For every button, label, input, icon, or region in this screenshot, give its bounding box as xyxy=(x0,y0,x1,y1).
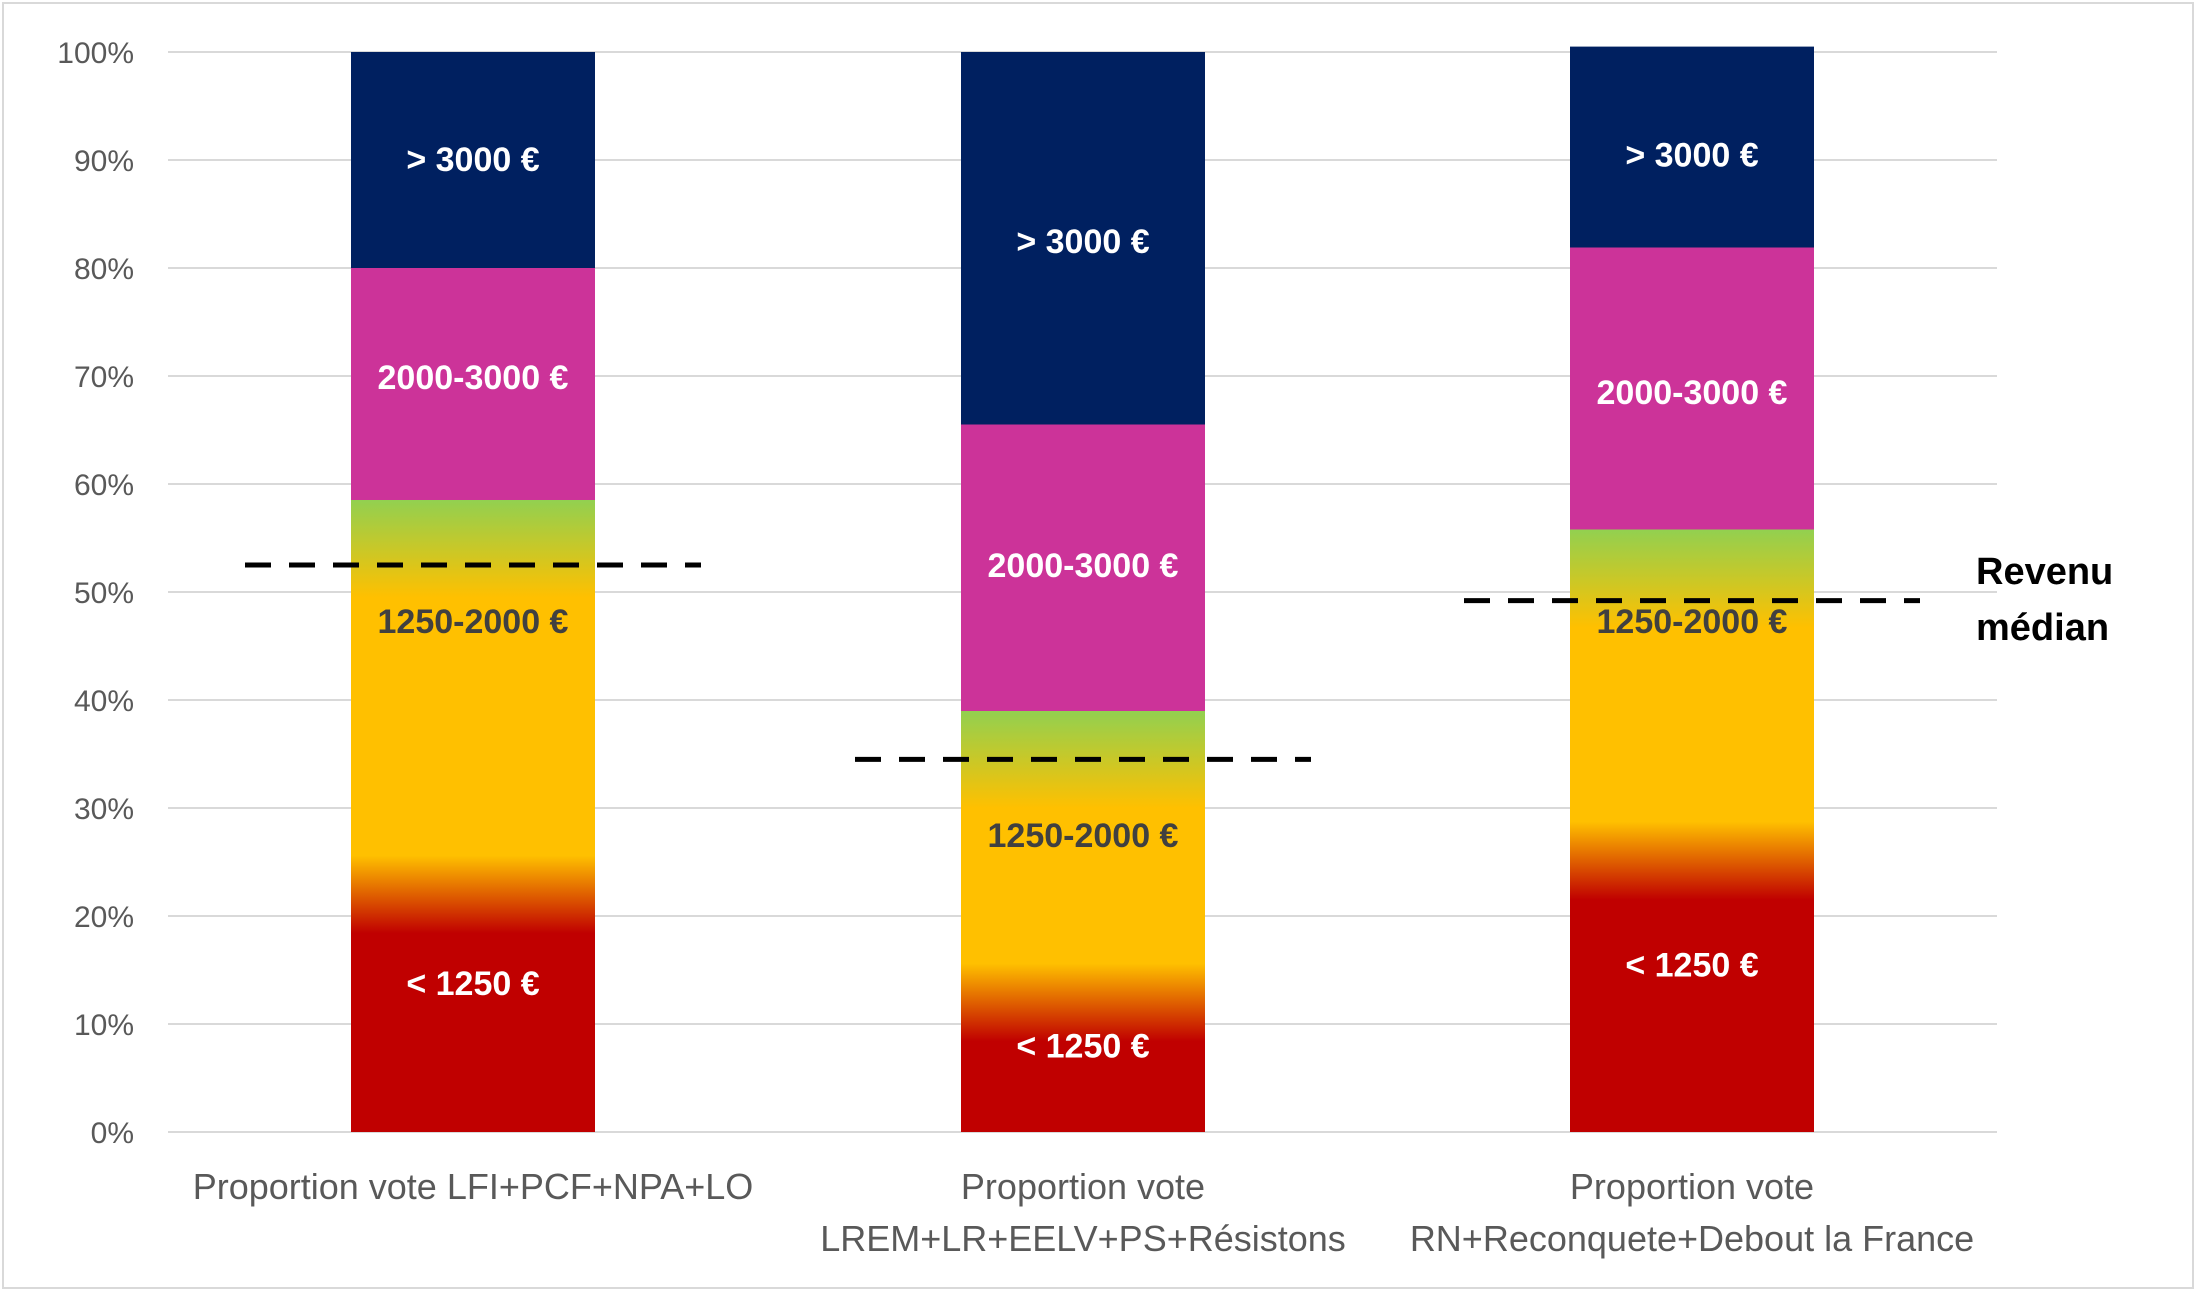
category-label: Proportion vote xyxy=(961,1166,1205,1207)
segment-label: 1250-2000 € xyxy=(988,817,1179,855)
segment-label: 2000-3000 € xyxy=(378,359,569,397)
y-tick-label: 100% xyxy=(57,37,134,70)
segment-label: 1250-2000 € xyxy=(378,603,569,641)
stacked-bars xyxy=(351,46,1814,1133)
segment-label: > 3000 € xyxy=(406,141,539,179)
y-tick-label: 80% xyxy=(74,253,134,286)
y-tick-label: 70% xyxy=(74,361,134,394)
y-axis-tick-labels: 0% 10% 20% 30% 40% 50% 60% 70% 80% 90% 100% xyxy=(57,37,134,1150)
segment-label: > 3000 € xyxy=(1625,137,1758,175)
median-legend: Revenu médian xyxy=(1976,551,2113,649)
median-label: médian xyxy=(1976,607,2109,649)
segment-label: < 1250 € xyxy=(1016,1028,1149,1066)
median-lines xyxy=(245,562,1920,762)
y-tick-label: 0% xyxy=(91,1117,134,1150)
y-tick-label: 90% xyxy=(74,145,134,178)
stacked-bar xyxy=(961,52,1205,1132)
category-label: RN+Reconquete+Debout la France xyxy=(1410,1218,1974,1259)
y-tick-label: 50% xyxy=(74,577,134,610)
category-labels: Proportion vote LFI+PCF+NPA+LO Proportion… xyxy=(193,1166,1974,1259)
segment-label: > 3000 € xyxy=(1016,223,1149,261)
y-tick-label: 20% xyxy=(74,901,134,934)
category-label: LREM+LR+EELV+PS+Résistons xyxy=(820,1218,1346,1259)
category-label: Proportion vote LFI+PCF+NPA+LO xyxy=(193,1166,754,1207)
segment-label: 2000-3000 € xyxy=(1597,374,1788,412)
y-tick-label: 10% xyxy=(74,1009,134,1042)
median-label: Revenu xyxy=(1976,551,2113,593)
y-tick-label: 60% xyxy=(74,469,134,502)
y-tick-label: 30% xyxy=(74,793,134,826)
segment-labels: < 1250 € 1250-2000 € 2000-3000 € > 3000 € < … xyxy=(378,137,1788,1066)
category-label: Proportion vote xyxy=(1570,1166,1814,1207)
segment-label: < 1250 € xyxy=(406,965,539,1003)
stacked-bar xyxy=(351,52,595,1132)
segment-label: 2000-3000 € xyxy=(988,547,1179,585)
y-tick-label: 40% xyxy=(74,685,134,718)
stacked-bar xyxy=(1570,46,1814,1133)
segment-label: < 1250 € xyxy=(1625,947,1758,985)
segment-label: 1250-2000 € xyxy=(1597,603,1788,641)
